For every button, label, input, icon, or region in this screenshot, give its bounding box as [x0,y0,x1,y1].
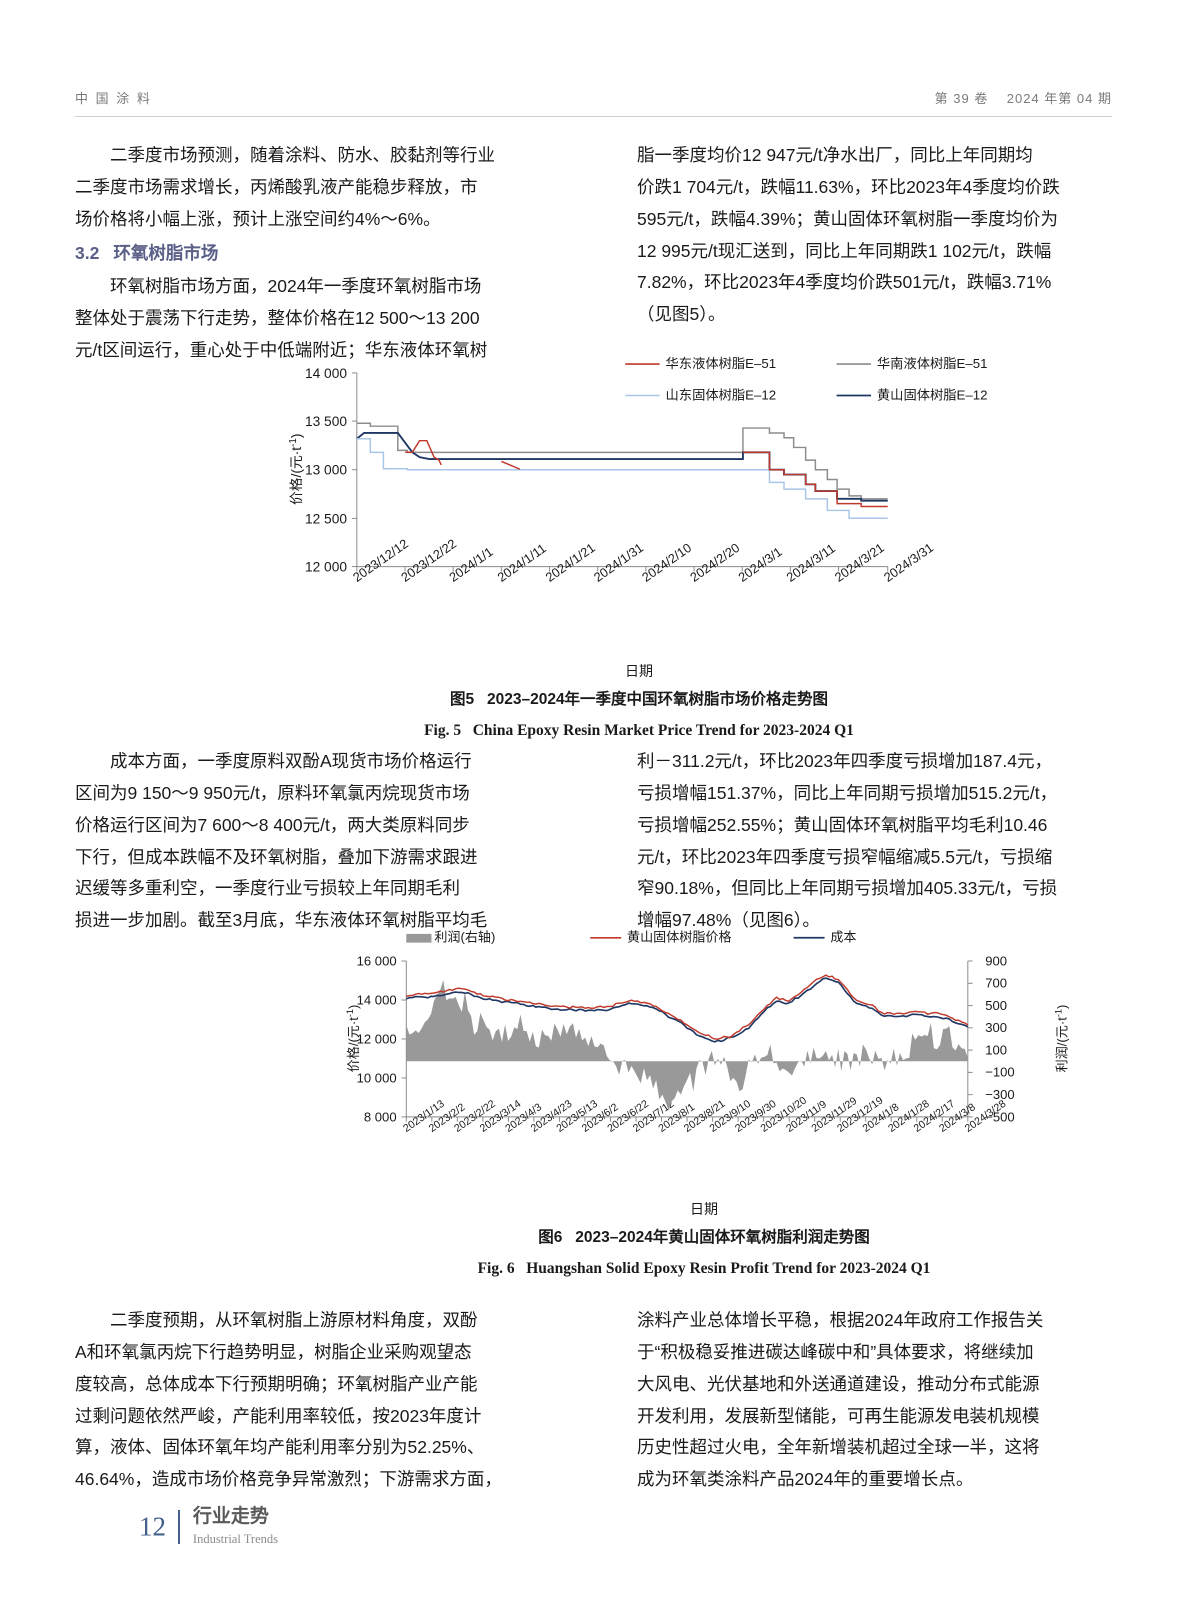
svg-text:−100: −100 [985,1065,1014,1080]
svg-text:2024/1/21: 2024/1/21 [543,540,598,585]
svg-text:2024/1/31: 2024/1/31 [591,540,646,585]
svg-text:2024/3/31: 2024/3/31 [881,540,936,585]
svg-text:13 500: 13 500 [305,414,347,429]
svg-text:价格/(元·t-1): 价格/(元·t-1) [289,434,304,505]
svg-text:14 000: 14 000 [357,992,397,1007]
svg-text:2024/1/11: 2024/1/11 [494,540,548,584]
svg-text:14 000: 14 000 [305,366,347,381]
svg-text:利润(右轴): 利润(右轴) [434,930,495,945]
svg-text:黄山固体树脂E–12: 黄山固体树脂E–12 [877,387,988,402]
svg-text:300: 300 [985,1020,1007,1035]
svg-text:黄山固体树脂价格: 黄山固体树脂价格 [627,930,732,945]
svg-text:13 000: 13 000 [305,463,347,478]
svg-text:2024/3/11: 2024/3/11 [784,540,838,584]
svg-text:12 000: 12 000 [305,560,347,575]
svg-text:700: 700 [985,976,1007,991]
svg-text:华南液体树脂E–51: 华南液体树脂E–51 [877,356,988,371]
svg-text:成本: 成本 [830,930,856,945]
svg-text:900: 900 [985,953,1007,968]
svg-text:8 000: 8 000 [364,1109,397,1124]
svg-text:10 000: 10 000 [357,1070,397,1085]
svg-text:12 500: 12 500 [305,511,347,526]
svg-text:2024/3/1: 2024/3/1 [735,544,784,585]
svg-text:山东固体树脂E–12: 山东固体树脂E–12 [666,387,777,402]
svg-text:利润/(元·t-1): 利润/(元·t-1) [1054,1005,1070,1073]
svg-text:16 000: 16 000 [357,953,397,968]
svg-text:2024/3/21: 2024/3/21 [832,540,887,585]
svg-text:2024/2/20: 2024/2/20 [687,540,742,585]
svg-text:12 000: 12 000 [357,1031,397,1046]
svg-text:价格/(元·t-1): 价格/(元·t-1) [345,1005,361,1073]
svg-text:2024/2/10: 2024/2/10 [639,540,694,585]
svg-text:100: 100 [985,1042,1007,1057]
svg-text:华东液体树脂E–51: 华东液体树脂E–51 [666,356,777,371]
svg-text:500: 500 [985,998,1007,1013]
